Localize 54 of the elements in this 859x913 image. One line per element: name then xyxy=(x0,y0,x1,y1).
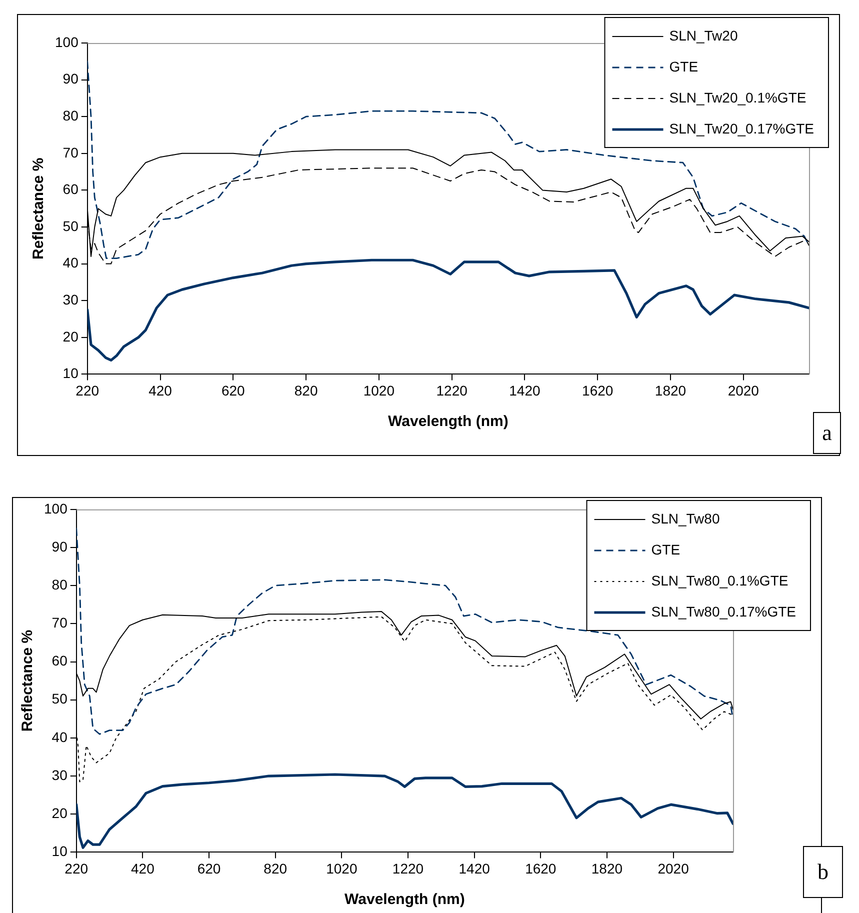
legend-label: SLN_Tw80 xyxy=(651,510,720,526)
legend-label: GTE xyxy=(669,58,698,74)
y-axis-title: Reflectance % xyxy=(19,630,36,732)
x-tick-label: 820 xyxy=(294,382,318,398)
x-tick-label: 620 xyxy=(197,860,221,876)
x-tick-label: 1620 xyxy=(582,382,614,398)
x-axis-title: Wavelength (nm) xyxy=(344,891,465,908)
y-tick-label: 60 xyxy=(52,652,68,669)
y-tick-label: 70 xyxy=(62,144,79,160)
legend-label: SLN_Tw80_0.17%GTE xyxy=(651,603,796,620)
x-tick-label: 1220 xyxy=(436,382,468,398)
legend-label: SLN_Tw80_0.1%GTE xyxy=(651,572,788,588)
legend-label: SLN_Tw20 xyxy=(669,27,738,44)
y-tick-label: 20 xyxy=(52,804,68,821)
x-tick-label: 420 xyxy=(131,860,155,876)
y-tick-label: 50 xyxy=(62,218,79,234)
x-tick-label: 1020 xyxy=(326,860,358,876)
x-tick-label: 1220 xyxy=(392,860,424,876)
x-tick-label: 820 xyxy=(264,860,288,876)
y-tick-label: 70 xyxy=(52,614,68,631)
legend-label: SLN_Tw20_0.1%GTE xyxy=(669,89,806,106)
y-tick-label: 10 xyxy=(62,365,79,382)
x-tick-label: 220 xyxy=(76,382,100,398)
y-tick-label: 90 xyxy=(62,70,79,87)
x-tick-label: 1420 xyxy=(509,382,540,398)
x-tick-label: 1820 xyxy=(654,382,686,398)
x-tick-label: 1820 xyxy=(591,860,623,876)
y-tick-label: 80 xyxy=(52,576,68,592)
y-tick-label: 100 xyxy=(44,500,68,516)
x-axis-title: Wavelength (nm) xyxy=(388,413,508,430)
x-tick-label: 220 xyxy=(64,860,88,876)
y-tick-label: 60 xyxy=(62,181,79,198)
y-tick-label: 100 xyxy=(55,34,79,50)
x-tick-label: 1620 xyxy=(525,860,556,876)
y-tick-label: 50 xyxy=(52,690,68,707)
text: b xyxy=(803,846,843,898)
x-tick-label: 420 xyxy=(148,382,172,398)
x-tick-label: 1020 xyxy=(363,382,395,398)
x-tick-label: 1420 xyxy=(458,860,490,876)
y-tick-label: 30 xyxy=(52,766,68,783)
y-tick-label: 90 xyxy=(52,538,68,554)
y-tick-label: 40 xyxy=(62,254,79,271)
y-tick-label: 80 xyxy=(62,107,79,124)
x-tick-label: 2020 xyxy=(658,860,690,876)
y-tick-label: 20 xyxy=(62,328,79,344)
legend-label: GTE xyxy=(651,541,680,558)
y-tick-label: 40 xyxy=(52,728,68,745)
y-axis-title: Reflectance % xyxy=(30,158,48,260)
legend-label: SLN_Tw20_0.17%GTE xyxy=(669,120,814,136)
y-tick-label: 30 xyxy=(62,291,79,308)
y-tick-label: 10 xyxy=(52,843,68,860)
x-tick-label: 2020 xyxy=(728,382,760,398)
x-tick-label: 620 xyxy=(221,382,246,398)
text: a xyxy=(813,412,841,454)
